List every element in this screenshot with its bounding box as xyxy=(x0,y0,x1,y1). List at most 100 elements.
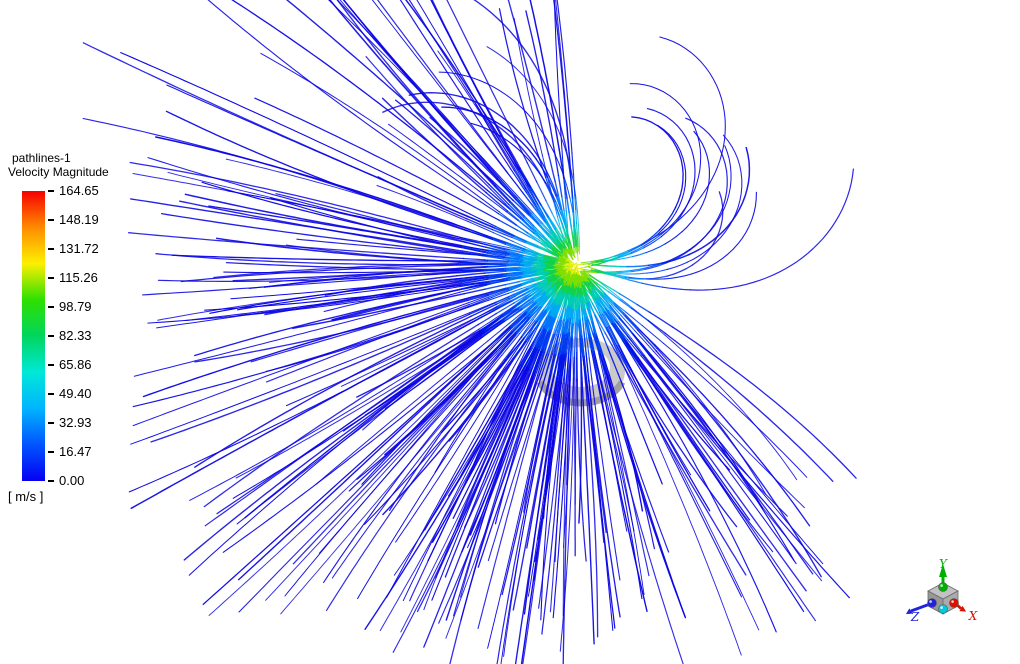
pathline xyxy=(579,337,584,360)
pathline xyxy=(194,315,472,468)
pathline xyxy=(533,293,541,299)
pathline xyxy=(561,294,567,309)
pathline xyxy=(608,374,644,512)
pathline xyxy=(280,351,503,615)
pathline xyxy=(577,323,581,339)
pathline xyxy=(562,377,569,617)
pathline xyxy=(611,304,622,316)
pathline xyxy=(541,243,549,248)
pathline xyxy=(585,379,607,534)
pathline xyxy=(458,275,488,280)
pathline xyxy=(166,84,469,218)
pathline xyxy=(563,354,567,384)
pathline xyxy=(614,251,630,257)
pathline xyxy=(560,208,566,224)
x-ball-highlight xyxy=(951,600,954,603)
pathline xyxy=(478,313,503,330)
pathline xyxy=(649,353,795,562)
pathline xyxy=(468,299,490,308)
pathline xyxy=(82,117,467,231)
pathline xyxy=(231,0,489,192)
pathline xyxy=(537,222,549,235)
pathline xyxy=(645,262,667,270)
pathline xyxy=(505,337,525,360)
pathline xyxy=(572,309,574,325)
pathline xyxy=(495,296,510,303)
pathline xyxy=(558,332,564,354)
pathline xyxy=(585,382,605,544)
pathline xyxy=(533,232,541,239)
pathline xyxy=(547,232,559,245)
pathline xyxy=(604,272,620,278)
tick-label: 82.33 xyxy=(59,328,92,343)
pathline xyxy=(594,268,603,273)
pathline xyxy=(603,314,611,328)
pathline xyxy=(208,344,494,616)
pathline xyxy=(578,284,581,300)
pathline xyxy=(464,291,493,300)
pathline xyxy=(501,302,520,316)
pathline xyxy=(130,198,464,252)
pathline xyxy=(538,241,551,251)
pathline xyxy=(465,296,493,308)
pathline xyxy=(484,283,507,290)
pathline xyxy=(640,355,788,517)
pathline xyxy=(549,380,568,613)
pathline xyxy=(658,206,677,231)
colorbar-tick: 49.40 xyxy=(48,387,92,401)
pathline xyxy=(505,266,521,269)
pathline xyxy=(459,261,490,265)
pathline xyxy=(543,315,551,330)
pathline xyxy=(460,278,490,284)
pathline xyxy=(599,377,643,600)
pathline xyxy=(505,254,521,259)
pathline xyxy=(496,332,517,355)
pathline-group-lower-right-fan xyxy=(572,264,850,656)
pathline xyxy=(180,264,462,283)
pathline xyxy=(554,228,564,243)
pathline xyxy=(165,110,467,231)
pathline xyxy=(642,229,660,245)
pathline xyxy=(640,232,660,247)
pathline xyxy=(155,136,466,229)
pathline xyxy=(549,246,562,257)
pathline xyxy=(583,306,590,321)
pathline xyxy=(543,255,558,260)
tick-mark xyxy=(48,190,54,192)
pathline xyxy=(620,314,636,332)
pathline xyxy=(608,291,621,301)
pathline xyxy=(538,225,550,238)
y-axis-arrowhead xyxy=(939,564,947,577)
pathline xyxy=(644,357,850,599)
pathline xyxy=(457,268,487,271)
pathline xyxy=(541,284,549,291)
pathline xyxy=(567,235,571,245)
pathline xyxy=(508,203,525,221)
pathline xyxy=(667,261,688,270)
pathline xyxy=(519,322,530,335)
pathline xyxy=(388,123,485,196)
pathline xyxy=(689,168,854,291)
pathline xyxy=(528,348,541,376)
colorbar-gradient xyxy=(22,191,45,481)
pathline xyxy=(534,271,550,276)
pathline xyxy=(553,0,570,149)
pathline xyxy=(604,332,613,346)
pathline xyxy=(132,302,469,427)
pathline xyxy=(545,302,550,310)
pathline xyxy=(499,176,520,199)
pathline xyxy=(497,176,518,199)
pathline xyxy=(609,305,620,317)
pathline xyxy=(604,295,616,307)
pathline xyxy=(686,134,743,263)
pathline xyxy=(645,275,668,280)
pathline xyxy=(362,331,483,431)
pathline xyxy=(527,185,539,205)
pathline xyxy=(568,247,572,256)
pathline xyxy=(594,314,601,329)
pathline xyxy=(468,296,490,306)
pathline xyxy=(616,348,628,368)
pathline xyxy=(572,176,577,199)
pathline xyxy=(265,303,470,383)
